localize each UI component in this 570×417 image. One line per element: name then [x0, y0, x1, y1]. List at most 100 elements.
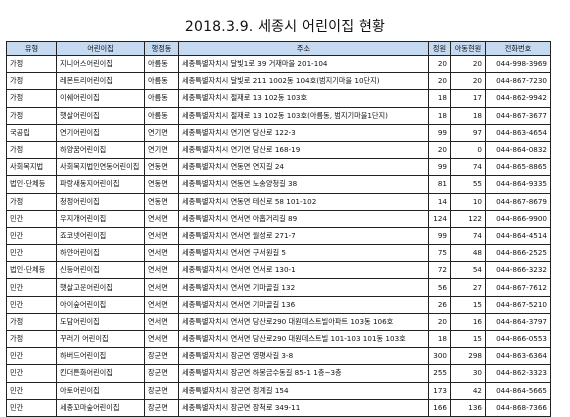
table-row: 민간 하얀어린이집 연서면 세종특별자치시 연서면 구서원길 5 75 48 044-866… [6, 244, 551, 263]
cell-phone: 044-863-4654 [485, 123, 551, 142]
cell-current: 17 [450, 89, 486, 108]
cell-current: 20 [450, 72, 486, 91]
cell-phone: 044-862-3323 [485, 364, 551, 383]
cell-capacity: 124 [428, 209, 451, 228]
cell-address: 세종특별자치시 연동면 테신로 58 101-102 [178, 192, 429, 211]
cell-current: 20 [450, 54, 486, 74]
cell-daycare: 죠코넷어린이집 [56, 226, 145, 246]
cell-type: 가정 [6, 72, 57, 91]
cell-daycare: 햇살고운어린이집 [56, 278, 145, 297]
cell-type: 가정 [6, 140, 57, 160]
cell-address: 세종특별자치시 장군면 영평사길 3-8 [178, 347, 429, 366]
cell-capacity: 166 [428, 398, 451, 417]
cell-district: 장군면 [144, 347, 179, 366]
cell-type: 민간 [6, 209, 57, 228]
cell-daycare: 세종꼬마숲어린이집 [56, 398, 145, 417]
cell-type: 법인·단체등 [6, 175, 57, 194]
cell-capacity: 72 [428, 261, 451, 280]
cell-current: 27 [450, 278, 486, 297]
cell-current: 55 [450, 175, 486, 194]
table-body: 가정 지니어스어린이집 아름동 세종특별자치시 달빛1로 39 거재마을 201-10… [6, 54, 551, 417]
cell-current: 298 [450, 347, 486, 366]
header-type: 유형 [6, 41, 57, 56]
cell-type: 국공립 [6, 123, 57, 142]
cell-address: 세종특별자치시 절재로 13 102동 103호 [178, 89, 429, 108]
cell-daycare: 이쉐어린이집 [56, 89, 145, 108]
cell-phone: 044-862-9942 [485, 89, 551, 108]
cell-daycare: 아토어린이집 [56, 381, 145, 400]
cell-phone: 044-866-2525 [485, 244, 551, 263]
cell-address: 세종특별자치시 장군면 정계길 154 [178, 381, 429, 400]
cell-current: 136 [450, 398, 486, 417]
cell-phone: 044-864-5665 [485, 381, 551, 400]
cell-capacity: 20 [428, 72, 451, 91]
cell-current: 10 [450, 192, 486, 211]
table-row: 가정 레몬트리어린이집 아름동 세종특별자치시 달빛로 211 1002동 104호(… [6, 72, 551, 91]
cell-capacity: 75 [428, 244, 451, 263]
cell-address: 세종특별자치시 연서면 연서로 130-1 [178, 261, 429, 280]
cell-current: 15 [450, 329, 486, 349]
cell-district: 연기면 [144, 123, 179, 142]
cell-daycare: 청정어린이집 [56, 192, 145, 211]
cell-address: 세종특별자치시 장군면 장척로 349-11 [178, 398, 429, 417]
header-address: 주소 [178, 41, 429, 56]
cell-address: 세종특별자치시 연동면 노송양청길 38 [178, 175, 429, 194]
cell-capacity: 56 [428, 278, 451, 297]
cell-phone: 044-863-6364 [485, 347, 551, 366]
cell-district: 연동면 [144, 175, 179, 194]
cell-district: 연기면 [144, 140, 179, 160]
cell-current: 18 [450, 106, 486, 125]
cell-daycare: 우지개어린이집 [56, 209, 145, 228]
cell-type: 가정 [6, 89, 57, 108]
cell-district: 연서면 [144, 278, 179, 297]
table-row: 민간 햇살고운어린이집 연서면 세종특별자치시 연서면 기마골길 132 56 27 044… [6, 278, 551, 297]
cell-type: 민간 [6, 347, 57, 366]
cell-capacity: 300 [428, 347, 451, 366]
cell-type: 가정 [6, 54, 57, 74]
cell-address: 세종특별자치시 연서면 월성로 271-7 [178, 226, 429, 246]
cell-current: 0 [450, 140, 486, 160]
table-row: 민간 아토어린이집 장군면 세종특별자치시 장군면 정계길 154 173 42 044-8… [6, 381, 551, 400]
cell-district: 장군면 [144, 381, 179, 400]
cell-capacity: 18 [428, 106, 451, 125]
cell-type: 가정 [6, 312, 57, 332]
table-row: 사회복지법 사회복지법인연동어린이집 연동면 세종특별자치시 연동면 연지길 24 99… [6, 158, 551, 177]
cell-capacity: 99 [428, 123, 451, 142]
cell-phone: 044-866-9900 [485, 209, 551, 228]
cell-type: 가정 [6, 329, 57, 349]
table-row: 민간 세종꼬마숲어린이집 장군면 세종특별자치시 장군면 장척로 349-11 166 1… [6, 398, 551, 417]
table-row: 가정 도담어린이집 연서면 세종특별자치시 연서면 당산로290 대원데스트빌아파트 … [6, 312, 551, 332]
cell-current: 15 [450, 295, 486, 314]
cell-daycare: 하양꿈어린이집 [56, 140, 145, 160]
cell-district: 아름동 [144, 72, 179, 91]
cell-address: 세종특별자치시 절재로 13 102동 103호(아름동, 범지기마을1단지) [178, 106, 429, 125]
cell-district: 연서면 [144, 295, 179, 314]
table-row: 민간 우지개어린이집 연서면 세종특별자치시 연서면 아홉거리길 89 124 122 04… [6, 209, 551, 228]
cell-daycare: 파랑새동지어린이집 [56, 175, 145, 194]
table-row: 민간 아이숲어린이집 연서면 세종특별자치시 연서면 기마골길 136 26 15 044-… [6, 295, 551, 314]
cell-current: 54 [450, 261, 486, 280]
cell-daycare: 도담어린이집 [56, 312, 145, 332]
cell-address: 세종특별자치시 장군면 하봉금수동길 85-1 1층~3층 [178, 364, 429, 383]
cell-daycare: 하버드어린이집 [56, 347, 145, 366]
cell-phone: 044-867-5210 [485, 295, 551, 314]
cell-daycare: 하얀어린이집 [56, 244, 145, 263]
table-row: 가정 이쉐어린이집 아름동 세종특별자치시 절재로 13 102동 103호 18 17 0… [6, 89, 551, 108]
cell-phone: 044-865-8865 [485, 158, 551, 177]
cell-type: 민간 [6, 364, 57, 383]
cell-phone: 044-868-7366 [485, 398, 551, 417]
header-capacity: 정원 [428, 41, 451, 56]
cell-daycare: 신등어린이집 [56, 261, 145, 280]
cell-district: 장군면 [144, 364, 179, 383]
table-row: 가정 지니어스어린이집 아름동 세종특별자치시 달빛1로 39 거재마을 201-10… [6, 54, 551, 74]
cell-phone: 044-867-7612 [485, 278, 551, 297]
cell-capacity: 18 [428, 89, 451, 108]
cell-daycare: 지니어스어린이집 [56, 54, 145, 74]
cell-daycare: 킨더튼화어린이집 [56, 364, 145, 383]
cell-phone: 044-866-3232 [485, 261, 551, 280]
cell-phone: 044-998-3969 [485, 54, 551, 74]
cell-district: 아름동 [144, 54, 179, 74]
cell-address: 세종특별자치시 연기면 당산로 168-19 [178, 140, 429, 160]
cell-capacity: 20 [428, 54, 451, 74]
cell-address: 세종특별자치시 연서면 당산로290 대원데스트빌아파트 103동 106호 [178, 312, 429, 332]
